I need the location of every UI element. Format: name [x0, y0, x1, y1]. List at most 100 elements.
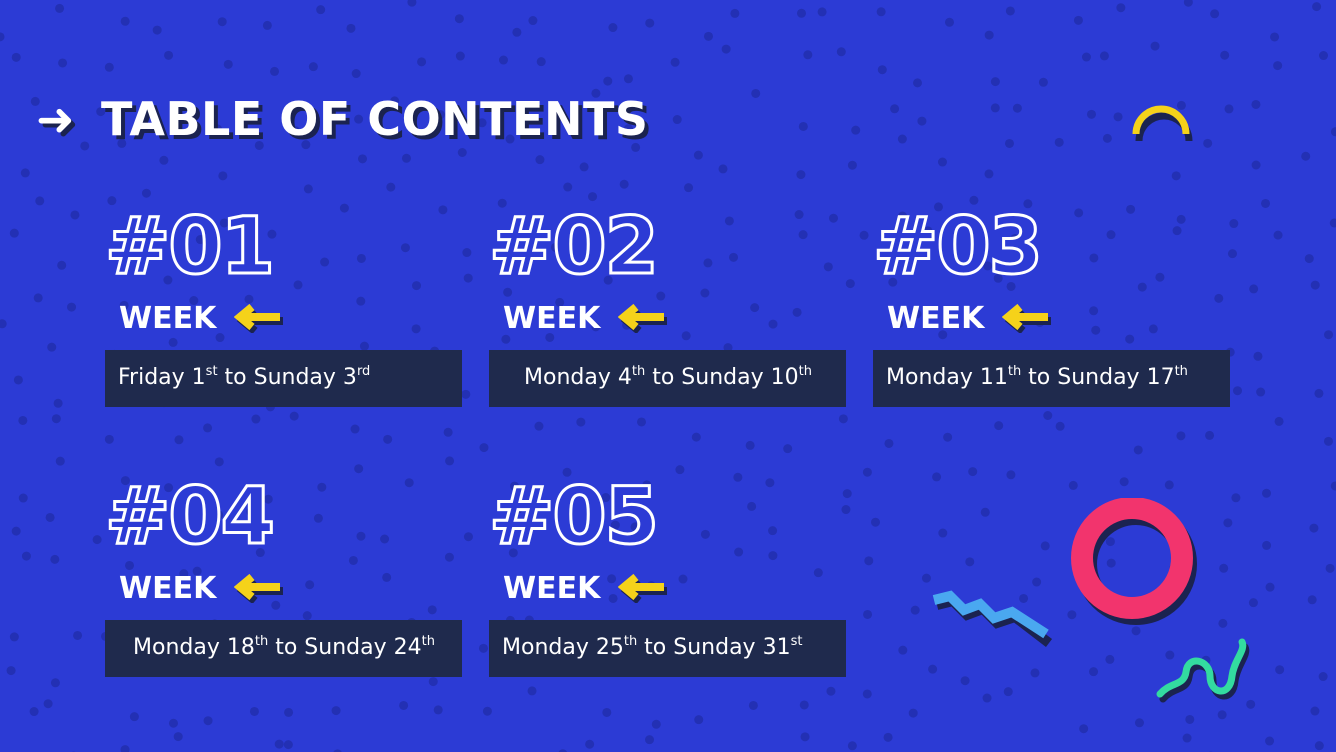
background-dot: [1089, 306, 1099, 316]
background-dot: [928, 664, 938, 674]
squiggle-icon: [1156, 638, 1250, 703]
background-dot: [983, 261, 993, 271]
week-card[interactable]: #02 WEEK Monday 4th to Sunday 10th: [488, 207, 846, 407]
date-to: to Sunday 31: [637, 635, 791, 660]
background-dot: [550, 242, 560, 252]
background-dot: [798, 121, 808, 131]
background-dot: [510, 236, 520, 246]
background-dot: [1089, 253, 1099, 263]
background-dot: [703, 31, 713, 41]
background-dot: [938, 330, 948, 340]
background-dot: [796, 8, 806, 18]
background-dot: [730, 8, 740, 18]
background-dot: [631, 142, 641, 152]
background-dot: [164, 50, 174, 60]
background-dot: [195, 235, 205, 245]
background-dot: [558, 749, 567, 752]
background-dot: [724, 216, 734, 226]
background-dot: [883, 732, 893, 742]
background-dot: [1249, 284, 1259, 294]
background-dot: [120, 16, 130, 26]
background-dot: [938, 528, 948, 538]
background-dot: [1125, 334, 1135, 344]
ordinal-suffix: st: [205, 364, 218, 379]
background-dot: [1032, 577, 1042, 587]
background-dot: [58, 123, 68, 133]
week-number: #04: [104, 472, 277, 562]
background-dot: [1074, 208, 1084, 218]
background-dot: [768, 319, 778, 329]
background-dot: [348, 555, 358, 565]
date-to: to Sunday 3: [217, 365, 357, 390]
background-dot: [1113, 112, 1123, 122]
background-dot: [645, 735, 655, 745]
background-dot: [479, 443, 489, 453]
background-dot: [990, 103, 1000, 113]
background-dot: [45, 512, 55, 522]
background-dot: [1318, 672, 1328, 682]
background-dot: [563, 182, 573, 192]
background-dot: [534, 421, 544, 431]
background-dot: [1214, 293, 1224, 303]
background-dot: [236, 123, 246, 133]
background-dot: [1105, 654, 1115, 664]
background-dot: [847, 160, 857, 170]
background-dot: [908, 708, 918, 718]
background-dot: [1203, 138, 1213, 148]
background-dot: [1218, 618, 1228, 628]
background-dot: [333, 749, 342, 752]
background-dot: [9, 228, 19, 238]
week-card[interactable]: #04 WEEK Monday 18th to Sunday 24th: [104, 472, 462, 677]
background-dot: [1304, 254, 1314, 264]
background-dot: [1054, 137, 1064, 147]
background-dot: [560, 576, 570, 586]
background-dot: [13, 375, 23, 385]
background-dot: [1081, 52, 1091, 62]
background-dot: [104, 434, 114, 444]
date-from: Friday 1: [118, 365, 206, 390]
background-dot: [591, 322, 601, 332]
week-number: #03: [872, 202, 1045, 292]
background-dot: [1067, 610, 1077, 620]
background-dot: [1073, 15, 1083, 25]
background-dot: [1205, 430, 1215, 440]
background-dot: [214, 510, 224, 520]
background-dot: [249, 706, 259, 716]
background-dot: [851, 125, 861, 135]
background-dot: [218, 171, 228, 181]
background-dot: [1314, 388, 1324, 398]
background-dot: [1324, 330, 1334, 340]
background-dot: [262, 20, 272, 30]
background-dot: [358, 154, 368, 164]
background-dot: [21, 551, 31, 561]
arrow-left-icon: [618, 573, 668, 603]
background-dot: [608, 23, 618, 33]
background-dot: [1265, 582, 1275, 592]
background-dot: [965, 557, 975, 567]
week-card[interactable]: #03 WEEK Monday 11th to Sunday 17th: [872, 202, 1230, 407]
background-dot: [842, 489, 852, 499]
arrow-left-icon: [1002, 303, 1052, 333]
background-dot: [555, 297, 565, 307]
week-label: WEEK: [887, 300, 985, 336]
background-dot: [164, 483, 174, 493]
background-dot: [1106, 230, 1116, 240]
background-dot: [1261, 488, 1271, 498]
background-dot: [305, 580, 315, 590]
background-dot: [274, 739, 284, 749]
background-dot: [645, 18, 655, 28]
background-dot: [1079, 724, 1089, 734]
background-dot: [923, 226, 933, 236]
date-to: to Sunday 10: [645, 365, 799, 390]
background-dot: [859, 230, 869, 240]
date-range: Monday 18th to Sunday 24th: [105, 620, 462, 677]
background-dot: [1182, 733, 1192, 743]
background-dot: [55, 456, 65, 466]
week-card[interactable]: #05 WEEK Monday 25th to Sunday 31st: [488, 477, 846, 677]
week-card[interactable]: #01 WEEK Friday 1st to Sunday 3rd: [104, 207, 462, 407]
background-dot: [591, 88, 601, 98]
background-dot: [603, 275, 613, 285]
background-dot: [1220, 50, 1230, 60]
background-dot: [462, 248, 472, 258]
background-dot: [159, 155, 169, 165]
